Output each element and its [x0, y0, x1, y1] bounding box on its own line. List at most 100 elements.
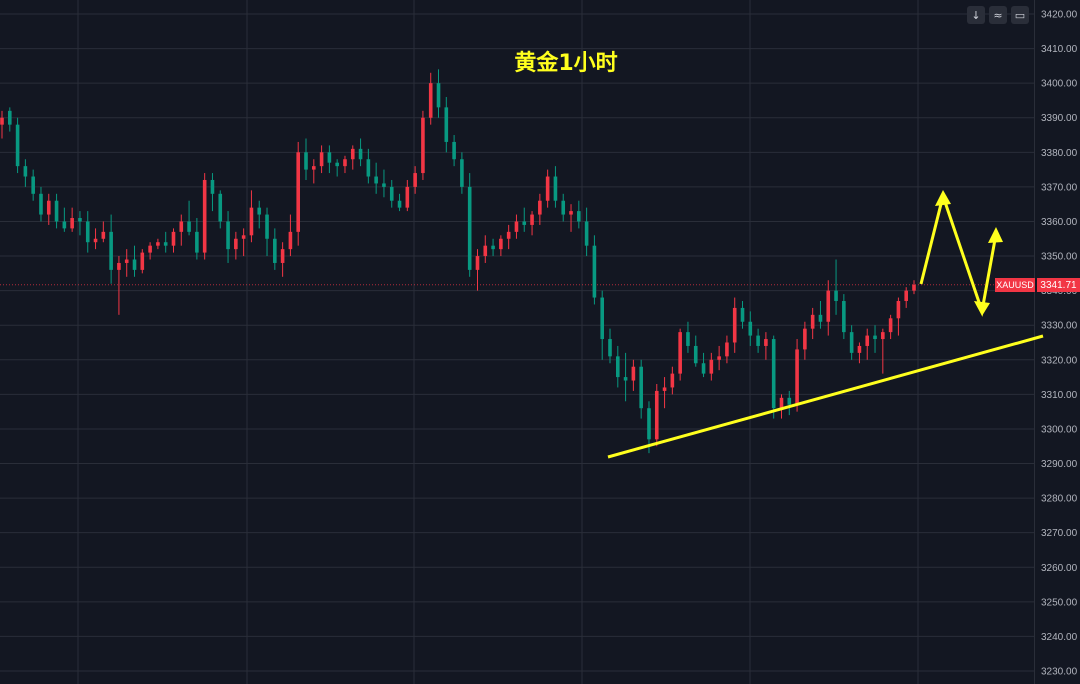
candle — [826, 280, 830, 335]
candle — [78, 211, 82, 235]
candle — [179, 215, 183, 246]
candle-body — [795, 349, 799, 404]
candle — [156, 239, 160, 249]
current-price-label: 3341.71 — [1037, 278, 1080, 292]
candle — [803, 322, 807, 360]
candle-body — [904, 291, 908, 301]
download-icon[interactable]: ↓ — [967, 6, 985, 24]
candle — [725, 336, 729, 364]
fullscreen-icon[interactable]: ▭ — [1011, 6, 1029, 24]
candle — [710, 353, 714, 381]
candle-body — [429, 83, 433, 118]
candle — [546, 170, 550, 208]
candle — [273, 228, 277, 269]
y-tick-label: 3380.00 — [1041, 148, 1078, 159]
candle — [741, 301, 745, 329]
y-tick-label: 3360.00 — [1041, 217, 1078, 228]
candle-body — [803, 329, 807, 350]
candle — [211, 173, 215, 211]
candle — [460, 152, 464, 193]
candle-body — [195, 232, 199, 253]
candle — [811, 308, 815, 339]
price-axis[interactable]: 3420.00 3410.00 3400.00 3390.00 3380.00 3370.… — [1041, 10, 1078, 678]
candle-body — [55, 201, 59, 222]
candle — [865, 329, 869, 360]
candle — [850, 325, 854, 360]
candle-body — [678, 332, 682, 373]
projection-path — [921, 196, 996, 311]
candle-body — [8, 111, 12, 125]
candle — [834, 260, 838, 315]
candle — [351, 145, 355, 169]
candle-body — [226, 221, 230, 249]
candle — [608, 329, 612, 364]
candle-body — [764, 339, 768, 346]
candle-body — [242, 235, 246, 238]
candle-body — [218, 194, 222, 222]
candle — [63, 208, 67, 232]
y-tick-label: 3250.00 — [1041, 597, 1078, 608]
candle-body — [873, 336, 877, 339]
candle-body — [141, 253, 145, 270]
candle — [655, 384, 659, 446]
candle — [585, 208, 589, 256]
candle — [600, 291, 604, 360]
candle-body — [772, 339, 776, 408]
candle-body — [468, 187, 472, 270]
candle — [912, 280, 916, 294]
candle-body — [0, 118, 4, 125]
candle — [0, 111, 4, 139]
candle — [367, 149, 371, 184]
candle — [359, 138, 363, 166]
candle-body — [47, 201, 51, 215]
y-tick-label: 3260.00 — [1041, 563, 1078, 574]
candle — [398, 194, 402, 211]
candle — [250, 190, 254, 242]
candle-body — [445, 107, 449, 142]
candle-body — [187, 221, 191, 231]
candle-body — [647, 408, 651, 439]
candle — [445, 97, 449, 152]
candle — [483, 235, 487, 263]
candle — [281, 242, 285, 277]
candle — [234, 232, 238, 260]
candle-body — [102, 232, 106, 239]
candle-body — [600, 298, 604, 339]
candle-body — [179, 221, 183, 231]
candle-body — [421, 118, 425, 173]
arrow-head-1 — [935, 190, 951, 206]
candle-body — [265, 215, 269, 239]
candle-body — [554, 177, 558, 201]
y-tick-label: 3330.00 — [1041, 321, 1078, 332]
candle-body — [530, 215, 534, 225]
y-tick-label: 3400.00 — [1041, 79, 1078, 90]
candle — [632, 360, 636, 391]
candle — [842, 294, 846, 339]
candle-body — [460, 159, 464, 187]
candle-body — [663, 387, 667, 390]
y-tick-label: 3270.00 — [1041, 528, 1078, 539]
candle-body — [367, 159, 371, 176]
candle — [819, 301, 823, 329]
candle-body — [452, 142, 456, 159]
candle — [47, 194, 51, 225]
candle — [889, 315, 893, 339]
candle — [538, 194, 542, 225]
candle-body — [31, 177, 35, 194]
scale-toggle-icon[interactable]: ≈ — [989, 6, 1007, 24]
grid — [0, 0, 1034, 684]
candle — [694, 336, 698, 367]
candle-body — [499, 239, 503, 249]
candle — [335, 159, 339, 176]
candle-body — [725, 343, 729, 357]
candle-body — [686, 332, 690, 346]
support-trendline — [608, 336, 1043, 457]
candle-body — [858, 346, 862, 353]
candle-body — [63, 221, 67, 228]
candle — [507, 225, 511, 249]
candle-body — [148, 246, 152, 253]
candle — [24, 159, 28, 187]
candle — [164, 232, 168, 253]
y-tick-label: 3420.00 — [1041, 10, 1078, 21]
